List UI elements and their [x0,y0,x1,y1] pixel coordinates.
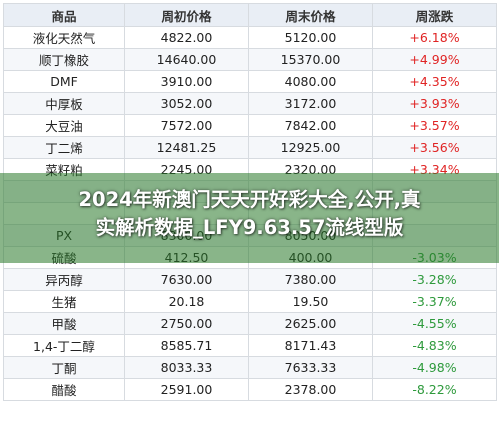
commodity-cell: 甲酸 [3,312,125,335]
start-price-cell: 8585.71 [124,334,249,357]
commodity-cell: 1,4-丁二醇 [3,334,125,357]
commodity-cell: 异丙醇 [3,268,125,291]
start-price-cell: 7630.00 [124,268,249,291]
banner-text: 2024年新澳门天天开好彩大全,公开,真 实解析数据_LFY9.63.57流线型… [0,186,499,242]
end-price-cell: 2378.00 [248,378,373,401]
start-price-cell: 2750.00 [124,312,249,335]
table-header-row: 商品 周初价格 周末价格 周涨跌 [3,3,497,27]
table-row: 顺丁橡胶 14640.00 15370.00 +4.99% [3,48,497,71]
table-row: 丁酮 8033.33 7633.33 -4.98% [3,356,497,379]
change-cell: -8.22% [372,378,497,401]
change-cell: -3.37% [372,290,497,313]
end-price-cell: 8171.43 [248,334,373,357]
start-price-cell: 3910.00 [124,70,249,93]
end-price-cell: 5120.00 [248,26,373,49]
change-cell: -3.28% [372,268,497,291]
change-cell: +3.57% [372,114,497,137]
start-price-cell: 2591.00 [124,378,249,401]
commodity-cell: DMF [3,70,125,93]
start-price-cell: 4822.00 [124,26,249,49]
table-row: 大豆油 7572.00 7842.00 +3.57% [3,114,497,137]
change-cell: +3.93% [372,92,497,115]
header-end-price: 周末价格 [248,3,373,27]
header-weekly-change: 周涨跌 [372,3,497,27]
end-price-cell: 7842.00 [248,114,373,137]
table-row: 1,4-丁二醇 8585.71 8171.43 -4.83% [3,334,497,357]
change-cell: +3.56% [372,136,497,159]
commodity-cell: 醋酸 [3,378,125,401]
table-row: 液化天然气 4822.00 5120.00 +6.18% [3,26,497,49]
start-price-cell: 12481.25 [124,136,249,159]
table-row: 丁二烯 12481.25 12925.00 +3.56% [3,136,497,159]
table-row: 异丙醇 7630.00 7380.00 -3.28% [3,268,497,291]
banner-line-1: 2024年新澳门天天开好彩大全,公开,真 [78,188,421,211]
end-price-cell: 4080.00 [248,70,373,93]
start-price-cell: 20.18 [124,290,249,313]
change-cell: +6.18% [372,26,497,49]
start-price-cell: 3052.00 [124,92,249,115]
end-price-cell: 7633.33 [248,356,373,379]
header-start-price: 周初价格 [124,3,249,27]
commodity-cell: 液化天然气 [3,26,125,49]
change-cell: -4.98% [372,356,497,379]
commodity-cell: 中厚板 [3,92,125,115]
change-cell: +4.99% [372,48,497,71]
end-price-cell: 19.50 [248,290,373,313]
end-price-cell: 12925.00 [248,136,373,159]
end-price-cell: 15370.00 [248,48,373,71]
end-price-cell: 2625.00 [248,312,373,335]
change-cell: -4.55% [372,312,497,335]
change-cell: -4.83% [372,334,497,357]
start-price-cell: 7572.00 [124,114,249,137]
commodity-cell: 顺丁橡胶 [3,48,125,71]
start-price-cell: 14640.00 [124,48,249,71]
end-price-cell: 3172.00 [248,92,373,115]
overlay-banner [0,173,499,263]
table-row: 生猪 20.18 19.50 -3.37% [3,290,497,313]
start-price-cell: 8033.33 [124,356,249,379]
header-commodity: 商品 [3,3,125,27]
table-row: 中厚板 3052.00 3172.00 +3.93% [3,92,497,115]
commodity-cell: 丁酮 [3,356,125,379]
table-row: DMF 3910.00 4080.00 +4.35% [3,70,497,93]
commodity-cell: 大豆油 [3,114,125,137]
commodity-cell: 生猪 [3,290,125,313]
banner-line-2: 实解析数据_LFY9.63.57流线型版 [95,216,404,239]
commodity-cell: 丁二烯 [3,136,125,159]
end-price-cell: 7380.00 [248,268,373,291]
table-row: 醋酸 2591.00 2378.00 -8.22% [3,378,497,401]
table-row: 甲酸 2750.00 2625.00 -4.55% [3,312,497,335]
change-cell: +4.35% [372,70,497,93]
